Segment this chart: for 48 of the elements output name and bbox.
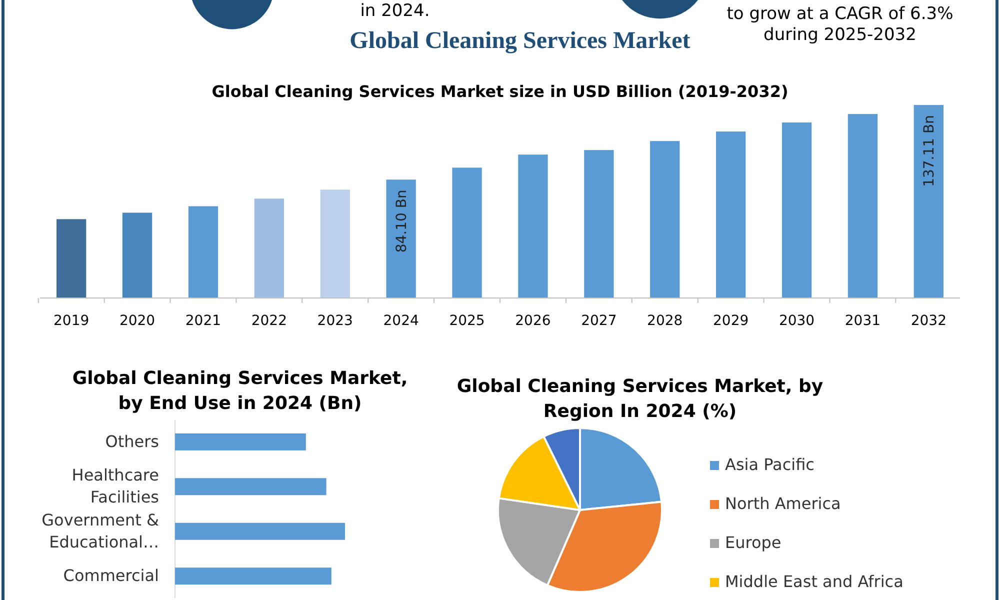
data-label: 137.11 Bn — [922, 115, 938, 187]
bar — [386, 180, 416, 298]
x-tick-label: 2026 — [515, 313, 551, 329]
x-tick-label: 2021 — [185, 313, 222, 329]
y-tick-label: Others — [105, 432, 159, 451]
bar — [716, 131, 746, 298]
bar — [782, 122, 812, 298]
x-tick-label: 2022 — [251, 313, 287, 329]
bar — [254, 198, 284, 298]
bar — [452, 168, 482, 298]
y-tick-label: Healthcare Facilities — [72, 466, 159, 507]
bar — [848, 114, 878, 298]
bar — [175, 433, 306, 450]
bar — [175, 478, 326, 496]
text: in 2024. — [360, 1, 430, 21]
x-tick-label: 2032 — [910, 313, 946, 329]
x-tick-label: 2028 — [647, 313, 683, 329]
legend-label: Middle East and Africa — [725, 572, 904, 591]
data-label: 84.10 Bn — [394, 190, 410, 253]
bar — [175, 568, 332, 585]
y-tick-label: Commercial — [63, 566, 159, 586]
bar — [56, 219, 86, 298]
x-tick-label: 2023 — [317, 313, 353, 329]
bar — [650, 141, 680, 298]
bar — [518, 154, 548, 298]
text: to grow at a CAGR of 6.3% during 2025-2032 — [726, 4, 954, 45]
x-tick-label: 2020 — [119, 313, 156, 329]
x-tick-label: 2027 — [581, 313, 617, 329]
legend-label: Asia Pacific — [725, 455, 814, 474]
legend-label: North America — [725, 494, 841, 513]
x-tick-label: 2019 — [54, 313, 90, 329]
chart-title: Global Cleaning Services Market, by Region In 2024 (%) — [456, 376, 824, 422]
y-tick-label: Government & Educational… — [42, 510, 159, 552]
bar — [914, 105, 944, 298]
x-tick-label: 2030 — [778, 313, 815, 329]
bar — [122, 212, 152, 298]
chart-title: Global Cleaning Services Market, by End Use in 2024 (Bn) — [72, 368, 408, 414]
x-tick-label: 2025 — [449, 313, 485, 329]
bar — [188, 206, 218, 298]
chart-title: Global Cleaning Services Market — [350, 28, 690, 54]
x-tick-label: 2031 — [844, 313, 881, 329]
bar — [584, 150, 614, 298]
bar — [175, 522, 345, 540]
bar — [320, 190, 350, 298]
chart-subtitle: Global Cleaning Services Market size in USD Billion (2019-2032) — [212, 82, 788, 101]
legend-label: Europe — [725, 533, 782, 552]
x-tick-label: 2029 — [713, 313, 749, 329]
x-tick-label: 2024 — [383, 313, 419, 329]
